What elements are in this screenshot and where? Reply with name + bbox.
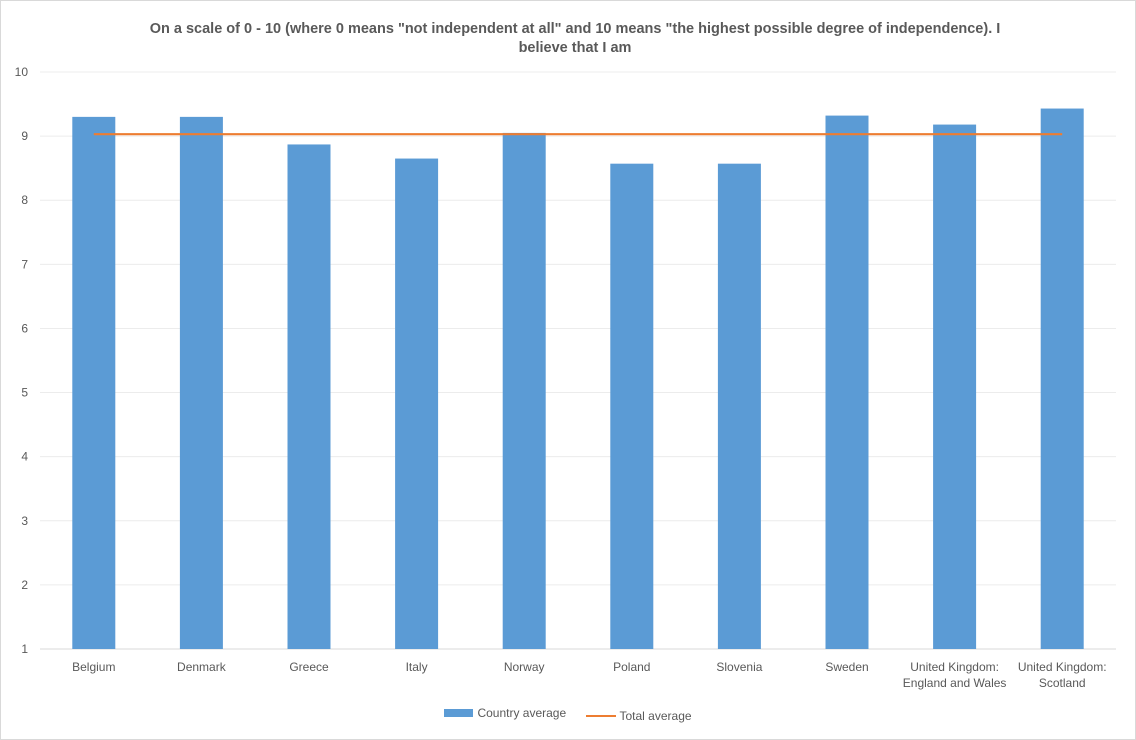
x-axis-labels: Belgium Denmark Greece Italy Norway Poland Slo…	[72, 660, 1106, 690]
bar	[933, 124, 977, 650]
y-tick-label: 4	[21, 450, 28, 464]
x-tick-label-line: Sweden	[825, 660, 868, 674]
chart-title: On a scale of 0 - 10 (where 0 means "not…	[149, 21, 1001, 56]
x-tick-label: Greece	[289, 660, 329, 674]
legend-swatch-line	[585, 715, 616, 717]
x-tick-label-line: United Kingdom:	[1018, 660, 1107, 674]
bar	[502, 132, 546, 650]
x-tick-label: Denmark	[177, 660, 227, 674]
y-tick-label: 2	[21, 578, 28, 592]
legend-item-line: Total average	[585, 709, 692, 723]
legend-item-bar: Country average	[444, 706, 566, 720]
bar	[395, 158, 439, 650]
x-tick-label-line: England and Wales	[903, 676, 1007, 690]
bar-series	[72, 108, 1084, 650]
y-tick-label: 6	[21, 321, 28, 335]
legend-label-bar: Country average	[477, 706, 567, 720]
x-tick-label: United Kingdom: England and Wales	[903, 660, 1007, 690]
x-tick-label: Slovenia	[716, 660, 762, 674]
y-tick-label: 3	[21, 514, 28, 528]
bar	[72, 116, 116, 649]
y-tick-label: 9	[21, 129, 28, 143]
y-tick-label: 7	[21, 257, 28, 271]
x-tick-label-line: Slovenia	[716, 660, 762, 674]
y-tick-label: 8	[21, 193, 28, 207]
x-tick-label-line: Scotland	[1039, 676, 1086, 690]
y-axis-ticks: 1 2 3 4 5 6 7 8 9 10	[15, 65, 29, 656]
bar	[179, 116, 223, 649]
legend-label-line: Total average	[619, 709, 692, 723]
x-tick-label-line: Greece	[289, 660, 329, 674]
x-tick-label: United Kingdom: Scotland	[1018, 660, 1107, 690]
legend: Country average Total average	[0, 706, 1136, 723]
x-tick-label-line: Norway	[504, 660, 545, 674]
x-tick-label-line: Belgium	[72, 660, 115, 674]
bar	[717, 163, 761, 649]
y-tick-label: 10	[15, 65, 29, 79]
x-tick-label-line: Italy	[406, 660, 428, 674]
bar	[825, 115, 869, 649]
bar	[610, 163, 654, 649]
x-tick-label-line: Denmark	[177, 660, 227, 674]
x-tick-label: Poland	[613, 660, 650, 674]
x-tick-label-line: United Kingdom:	[910, 660, 999, 674]
x-tick-label: Italy	[406, 660, 428, 674]
x-tick-label: Belgium	[72, 660, 115, 674]
x-tick-label: Norway	[504, 660, 545, 674]
bar	[287, 144, 331, 649]
bar	[1040, 108, 1084, 649]
y-tick-label: 1	[21, 642, 28, 656]
legend-swatch-bar	[444, 709, 474, 717]
y-tick-label: 5	[21, 386, 28, 400]
x-tick-label: Sweden	[825, 660, 868, 674]
x-tick-label-line: Poland	[613, 660, 650, 674]
